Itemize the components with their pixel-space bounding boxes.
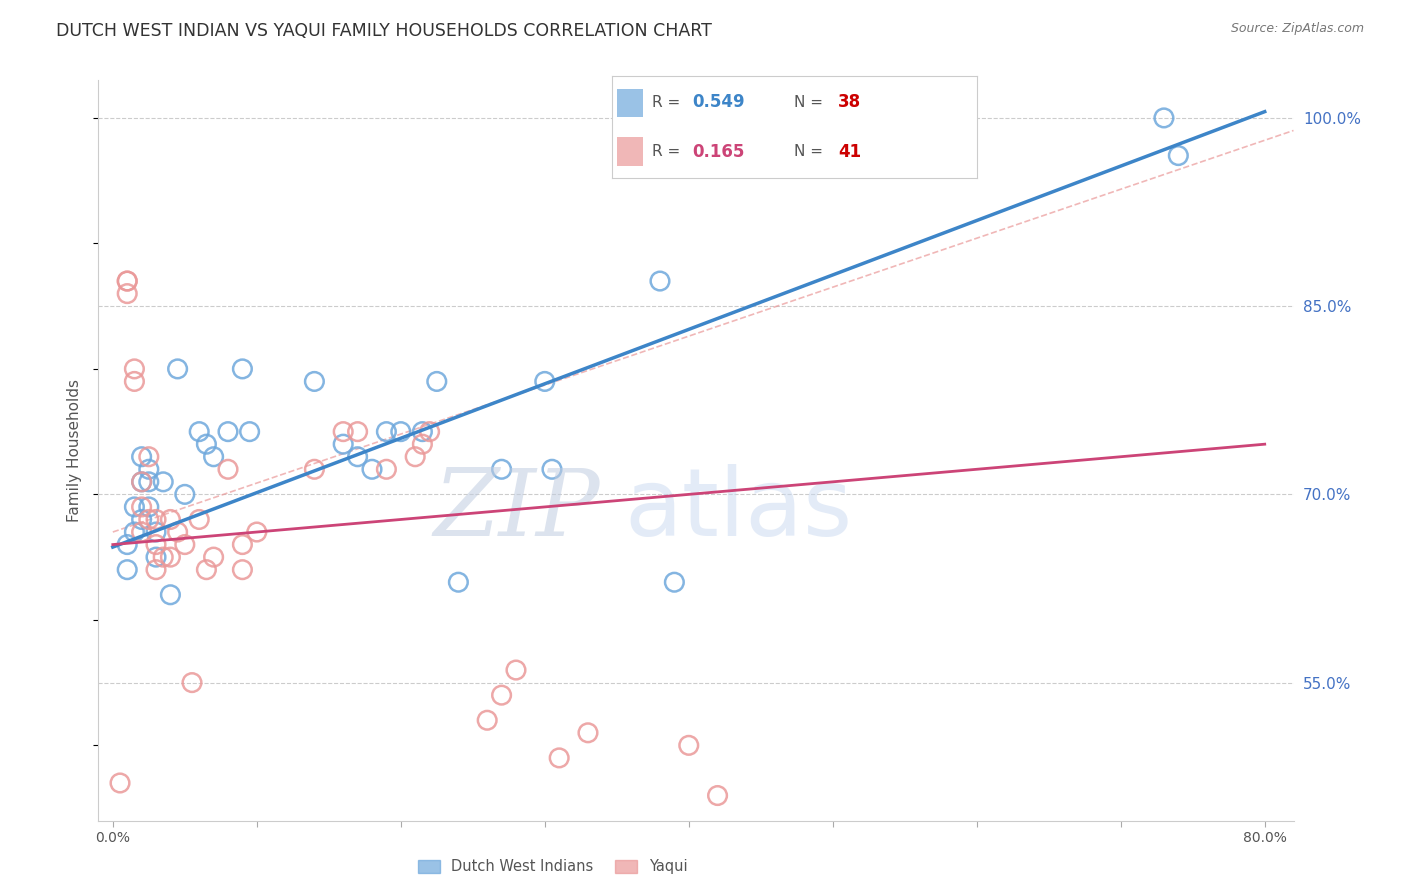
Point [131, 524, 153, 539]
Point [404, 450, 426, 464]
Point [138, 512, 160, 526]
Point [332, 437, 354, 451]
Point [1153, 111, 1175, 125]
Text: 41: 41 [838, 143, 862, 161]
Point [159, 588, 181, 602]
Point [346, 425, 368, 439]
Point [389, 425, 412, 439]
Point [217, 462, 239, 476]
Point [361, 462, 384, 476]
Point [576, 726, 599, 740]
Point [108, 776, 131, 790]
Point [202, 550, 225, 565]
Point [181, 675, 204, 690]
Point [648, 274, 671, 288]
Point [159, 550, 181, 565]
Point [115, 538, 138, 552]
Point [145, 563, 167, 577]
Text: atlas: atlas [624, 464, 852, 556]
Point [706, 789, 728, 803]
Point [664, 575, 686, 590]
Text: 0.549: 0.549 [692, 94, 745, 112]
Point [115, 563, 138, 577]
Point [246, 524, 269, 539]
Point [375, 462, 398, 476]
Point [166, 362, 188, 376]
Point [138, 450, 160, 464]
Text: N =: N = [794, 145, 828, 160]
Text: R =: R = [652, 145, 685, 160]
Point [304, 462, 326, 476]
Point [173, 487, 195, 501]
Text: N =: N = [794, 95, 828, 110]
Point [217, 425, 239, 439]
Point [124, 524, 146, 539]
Point [173, 538, 195, 552]
Point [188, 512, 211, 526]
Point [188, 425, 211, 439]
Point [138, 500, 160, 514]
Point [231, 538, 253, 552]
Point [131, 450, 153, 464]
Text: Source: ZipAtlas.com: Source: ZipAtlas.com [1230, 22, 1364, 36]
Point [548, 751, 571, 765]
Text: 0.165: 0.165 [692, 143, 744, 161]
Point [678, 739, 700, 753]
Point [491, 462, 513, 476]
Legend: Dutch West Indians, Yaqui: Dutch West Indians, Yaqui [412, 854, 693, 880]
Point [346, 450, 368, 464]
Point [195, 563, 218, 577]
Point [131, 512, 153, 526]
Point [419, 425, 441, 439]
Point [426, 375, 449, 389]
Point [411, 425, 433, 439]
Point [131, 500, 153, 514]
Point [145, 538, 167, 552]
Point [138, 462, 160, 476]
Text: R =: R = [652, 95, 685, 110]
Point [411, 437, 433, 451]
Point [375, 425, 398, 439]
Point [239, 425, 262, 439]
Text: ZIP: ZIP [433, 465, 600, 555]
Point [202, 450, 225, 464]
Point [152, 475, 174, 489]
Point [1167, 148, 1189, 162]
Point [115, 286, 138, 301]
Point [145, 550, 167, 565]
Point [231, 563, 253, 577]
Point [304, 375, 326, 389]
Point [231, 362, 253, 376]
Point [166, 524, 188, 539]
Bar [617, 88, 643, 117]
Point [131, 475, 153, 489]
Bar [617, 137, 643, 166]
Point [124, 375, 146, 389]
Text: DUTCH WEST INDIAN VS YAQUI FAMILY HOUSEHOLDS CORRELATION CHART: DUTCH WEST INDIAN VS YAQUI FAMILY HOUSEH… [56, 22, 711, 40]
Point [195, 437, 218, 451]
Point [124, 362, 146, 376]
Point [159, 512, 181, 526]
Point [115, 274, 138, 288]
Point [138, 475, 160, 489]
Point [541, 462, 564, 476]
Point [491, 688, 513, 702]
Point [505, 663, 527, 677]
Point [131, 475, 153, 489]
Point [124, 500, 146, 514]
Point [152, 550, 174, 565]
Point [145, 512, 167, 526]
Text: 38: 38 [838, 94, 862, 112]
Point [447, 575, 470, 590]
Point [145, 524, 167, 539]
Point [115, 274, 138, 288]
Point [477, 713, 499, 727]
Point [332, 425, 354, 439]
Point [533, 375, 555, 389]
Y-axis label: Family Households: Family Households [67, 379, 83, 522]
